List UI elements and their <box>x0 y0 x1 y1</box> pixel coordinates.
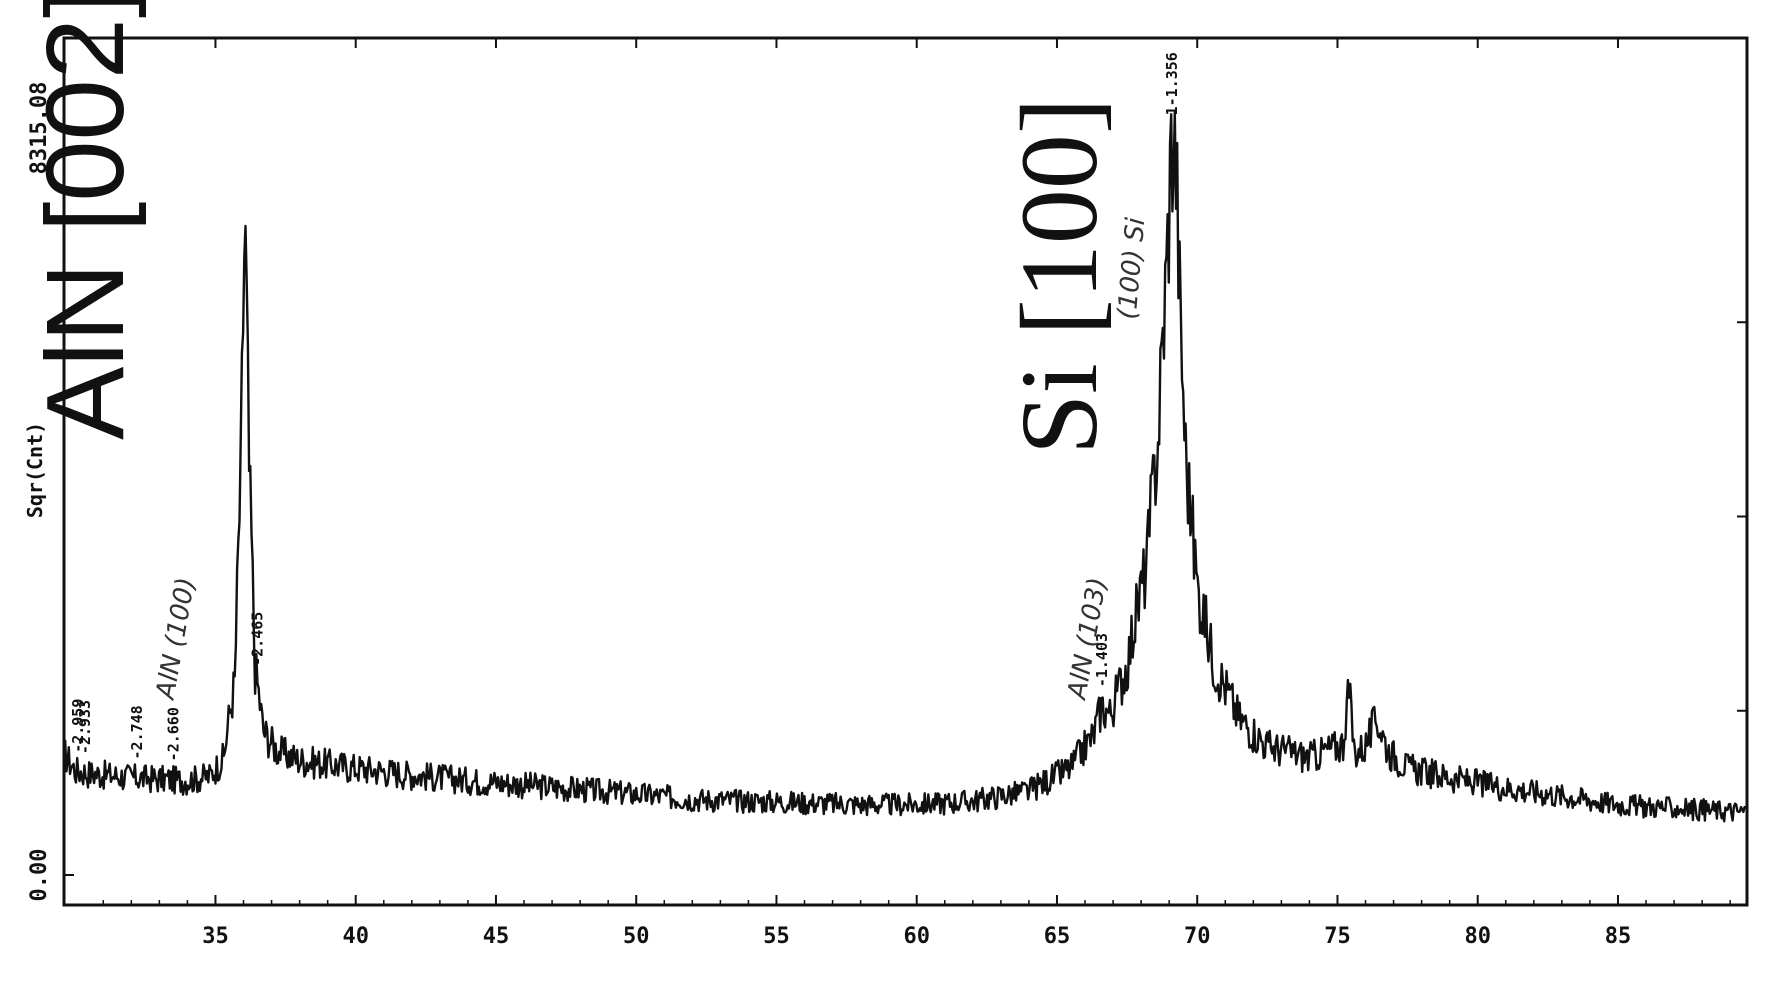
y-tick-label: 0.00 <box>27 849 52 902</box>
peak-label: -2.660 <box>164 707 182 761</box>
x-tick-label: 35 <box>202 924 229 949</box>
annotation-aln-100-handwritten: AlN (100) <box>150 575 201 703</box>
peak-label: -2.465 <box>249 612 267 666</box>
peak-labels: -2.959-2.933 -2.748 -2.660 -2.465 -1.403 1-1.… <box>69 52 1181 761</box>
y-tick-label: 8315.08 <box>27 82 52 175</box>
annotation-si-100: Si [100] <box>998 98 1120 456</box>
x-tick-label: 40 <box>342 924 369 949</box>
annotation-aln-002: AlN [002] <box>24 0 147 440</box>
x-tick-label: 60 <box>903 924 930 949</box>
xrd-series-line <box>63 111 1747 823</box>
peak-label: -2.959 <box>69 699 87 753</box>
annotations: AlN [002] Si [100]AlN (100) AlN (103)(100)… <box>24 0 1152 703</box>
x-tick-label: 70 <box>1184 924 1211 949</box>
plot-frame <box>62 36 1749 907</box>
peak-label: -2.933 <box>76 700 94 754</box>
x-tick-label: 85 <box>1605 924 1632 949</box>
x-tick-label: 75 <box>1324 924 1351 949</box>
peak-label: -2.748 <box>128 705 146 759</box>
x-tick-label: 65 <box>1044 924 1071 949</box>
x-tick-label: 80 <box>1464 924 1491 949</box>
x-tick-label: 45 <box>483 924 510 949</box>
x-tick-label: 50 <box>623 924 650 949</box>
y-ticks: 0.00 8315.08 <box>27 82 1747 902</box>
x-tick-label: 55 <box>763 924 790 949</box>
y-axis-label: Sqr(Cnt) <box>23 422 47 518</box>
peak-label: 1-1.356 <box>1163 52 1181 115</box>
x-ticks: 35 40 45 50 55 60 65 70 75 80 85 <box>102 38 1731 949</box>
peak-label: -1.403 <box>1093 633 1111 687</box>
